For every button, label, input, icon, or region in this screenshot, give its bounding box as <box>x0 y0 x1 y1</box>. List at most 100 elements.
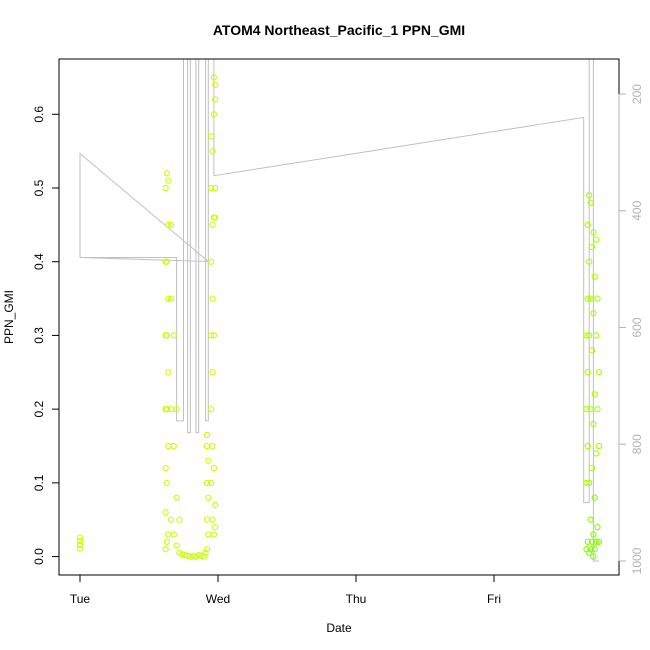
data-point <box>590 310 597 317</box>
data-point <box>586 192 593 199</box>
data-point <box>588 347 596 354</box>
data-point <box>162 509 169 516</box>
y2-tick-label: 800 <box>630 434 644 454</box>
data-point <box>584 369 591 376</box>
data-point <box>165 369 172 376</box>
data-point <box>210 332 218 339</box>
data-point <box>163 258 171 265</box>
data-point <box>207 479 215 487</box>
data-point <box>209 442 216 450</box>
data-point <box>594 295 601 302</box>
x-axis: Tue Wed Thu Fri <box>70 574 501 606</box>
y-axis-label: PPN_GMI <box>2 290 16 344</box>
data-point <box>588 243 596 251</box>
data-point <box>584 295 591 302</box>
data-point <box>76 537 84 545</box>
data-point <box>588 464 596 472</box>
data-point <box>198 552 205 559</box>
y2-tick-label: 200 <box>630 84 644 104</box>
data-point <box>176 516 183 523</box>
data-point <box>173 494 180 501</box>
data-point <box>587 199 594 206</box>
data-point <box>584 538 591 545</box>
data-point <box>207 258 215 265</box>
data-point <box>590 420 597 428</box>
y-tick-label: 0.1 <box>32 474 46 491</box>
data-point <box>587 546 594 553</box>
y-tick-label: 0.3 <box>32 327 46 344</box>
data-point <box>203 479 211 487</box>
data-point <box>591 546 598 553</box>
data-point <box>170 332 177 339</box>
data-point <box>210 531 218 538</box>
data-point <box>209 221 216 229</box>
data-point <box>207 332 215 339</box>
y-tick-label: 0.5 <box>32 179 46 196</box>
data-point <box>591 494 598 501</box>
y-tick-label: 0.4 <box>32 253 46 270</box>
data-point <box>170 442 177 450</box>
data-point <box>210 111 218 118</box>
data-point <box>586 479 593 487</box>
data-point <box>583 479 590 487</box>
data-point <box>209 516 216 523</box>
data-point <box>163 170 171 177</box>
data-point <box>163 538 171 545</box>
data-point <box>588 538 596 545</box>
data-point <box>209 369 216 376</box>
data-point <box>584 442 591 450</box>
data-point <box>165 531 172 538</box>
data-point <box>592 332 600 339</box>
data-point <box>165 442 172 450</box>
depth-profile-line <box>79 58 599 562</box>
data-point <box>594 405 601 413</box>
data-point <box>163 405 171 413</box>
y2-tick-label: 1000 <box>630 547 644 574</box>
data-point <box>162 464 169 472</box>
y-tick-label: 0.6 <box>32 106 46 123</box>
data-point <box>212 501 219 509</box>
data-point <box>165 295 172 302</box>
data-point <box>590 531 597 538</box>
data-point <box>212 81 219 88</box>
data-point <box>591 273 598 280</box>
data-point <box>203 516 211 523</box>
data-point <box>181 551 189 559</box>
data-point <box>201 553 208 560</box>
data-point <box>586 332 593 339</box>
data-point <box>202 549 209 557</box>
data-point <box>586 258 593 265</box>
data-point <box>76 541 84 548</box>
y-tick-label: 0.0 <box>32 548 46 565</box>
data-point <box>212 184 219 192</box>
y-tick-label: 0.2 <box>32 400 46 417</box>
data-point <box>173 542 180 549</box>
data-point <box>595 538 603 545</box>
data-point <box>592 450 600 457</box>
right-depth-axis: 200 400 600 800 1000 <box>618 84 644 574</box>
data-point <box>587 295 594 302</box>
data-points-layer <box>76 74 603 560</box>
data-point <box>178 551 186 558</box>
data-point <box>591 391 598 398</box>
data-point <box>163 479 171 487</box>
data-point <box>76 545 84 552</box>
data-point <box>592 538 600 545</box>
y-axis: 0.0 0.1 0.2 0.3 0.4 0.5 0.6 <box>32 106 60 565</box>
data-point <box>592 236 600 243</box>
data-point <box>162 184 169 192</box>
data-point <box>203 442 211 450</box>
x-axis-label: Date <box>326 621 352 635</box>
data-point <box>587 516 594 523</box>
data-point <box>170 531 177 538</box>
data-point <box>76 534 84 541</box>
data-point <box>163 332 171 339</box>
data-point <box>195 551 202 559</box>
data-point <box>207 184 215 192</box>
data-point <box>205 457 212 464</box>
data-point <box>165 221 172 229</box>
data-point <box>583 405 590 413</box>
depth-profile-layer <box>79 58 599 562</box>
data-point <box>207 133 215 140</box>
